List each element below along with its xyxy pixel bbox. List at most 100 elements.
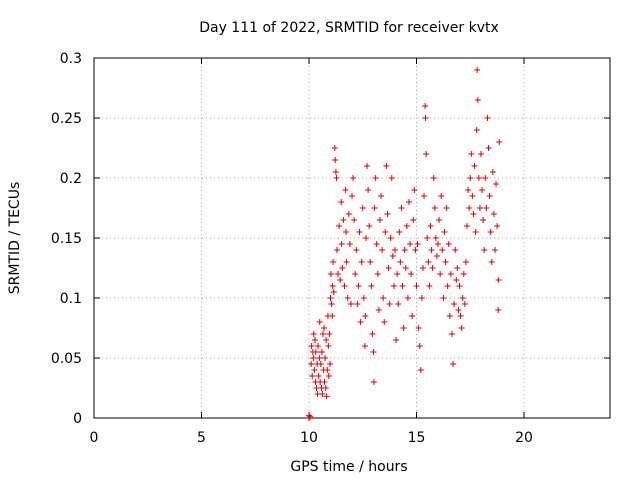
- data-point: [368, 283, 375, 289]
- data-point: [381, 319, 388, 325]
- data-point: [308, 361, 315, 367]
- data-point: [469, 193, 476, 199]
- data-point: [371, 205, 378, 211]
- data-point: [342, 229, 349, 235]
- data-point: [416, 343, 423, 349]
- data-point: [362, 313, 369, 319]
- data-point: [436, 217, 443, 223]
- data-point: [323, 393, 330, 400]
- data-point: [329, 283, 336, 289]
- data-point: [431, 205, 438, 211]
- data-point: [386, 301, 393, 307]
- data-point: [409, 313, 416, 319]
- data-point: [398, 205, 405, 211]
- data-point: [372, 175, 379, 181]
- data-point: [327, 271, 334, 277]
- data-point: [467, 175, 474, 181]
- data-point: [359, 205, 366, 211]
- data-point: [317, 361, 324, 367]
- data-point: [382, 229, 389, 235]
- data-point: [483, 205, 490, 211]
- data-point: [333, 247, 340, 253]
- data-point: [415, 325, 422, 331]
- y-tick-label: 0.15: [51, 231, 82, 247]
- data-point: [327, 295, 334, 301]
- data-point: [475, 175, 482, 181]
- data-point: [342, 187, 349, 193]
- data-point: [481, 247, 488, 253]
- data-point: [347, 301, 354, 307]
- data-point: [351, 217, 358, 223]
- data-point: [340, 217, 347, 223]
- data-point: [454, 265, 461, 271]
- data-point: [491, 247, 498, 253]
- data-point: [496, 139, 503, 145]
- data-point: [393, 337, 400, 343]
- data-point: [443, 205, 450, 211]
- data-point: [315, 343, 322, 349]
- y-axis-label: SRMTID / TECUs: [7, 182, 23, 295]
- data-point: [395, 301, 402, 307]
- data-point: [339, 265, 346, 271]
- data-point: [450, 361, 457, 367]
- data-point: [344, 295, 351, 301]
- data-point: [430, 175, 437, 181]
- data-point: [392, 247, 398, 253]
- data-point: [328, 301, 335, 307]
- data-point: [460, 271, 467, 277]
- data-point: [374, 271, 381, 277]
- data-points: [306, 67, 503, 421]
- y-tick-label: 0.1: [60, 291, 82, 307]
- data-point: [322, 355, 329, 361]
- y-tick-label: 0: [73, 411, 82, 427]
- data-point: [306, 412, 312, 419]
- data-point: [489, 169, 496, 175]
- data-point: [312, 337, 319, 343]
- data-point: [389, 253, 396, 259]
- grid-lines: [94, 58, 610, 418]
- data-point: [447, 271, 454, 277]
- data-point: [422, 115, 429, 121]
- data-point: [402, 265, 409, 271]
- data-point: [453, 277, 460, 283]
- data-point: [440, 295, 447, 301]
- data-point: [338, 241, 345, 247]
- axis-ticks: 0 5 10 15 20 0 0.05 0.1 0.15 0.2 0.25 0.3: [51, 51, 610, 446]
- x-axis-label: GPS time / hours: [290, 459, 407, 475]
- data-point: [383, 163, 390, 169]
- data-point: [397, 259, 404, 265]
- data-point: [338, 199, 345, 205]
- data-point: [404, 295, 411, 301]
- data-point: [459, 295, 466, 301]
- data-point: [308, 343, 315, 349]
- data-point: [321, 379, 328, 385]
- data-point: [473, 127, 480, 133]
- data-point: [329, 313, 336, 319]
- data-point: [357, 319, 364, 325]
- data-point: [456, 283, 463, 289]
- data-point: [352, 271, 359, 277]
- data-point: [487, 229, 494, 235]
- data-point: [493, 181, 500, 187]
- data-point: [365, 187, 372, 193]
- data-point: [323, 337, 330, 343]
- data-point: [451, 301, 458, 307]
- data-point: [370, 349, 377, 355]
- data-point: [315, 373, 322, 379]
- data-point: [408, 271, 415, 277]
- data-point: [325, 343, 332, 349]
- data-point: [400, 325, 407, 331]
- data-point: [471, 163, 478, 169]
- data-point: [455, 307, 462, 313]
- data-point: [379, 247, 386, 253]
- data-point: [331, 145, 338, 151]
- x-tick-label: 10: [300, 430, 318, 446]
- data-point: [399, 283, 406, 289]
- x-tick-label: 20: [515, 430, 533, 446]
- data-point: [476, 205, 483, 211]
- data-point: [326, 331, 333, 337]
- data-point: [432, 235, 439, 241]
- data-point: [488, 259, 495, 265]
- data-point: [355, 283, 362, 289]
- data-point: [369, 331, 376, 337]
